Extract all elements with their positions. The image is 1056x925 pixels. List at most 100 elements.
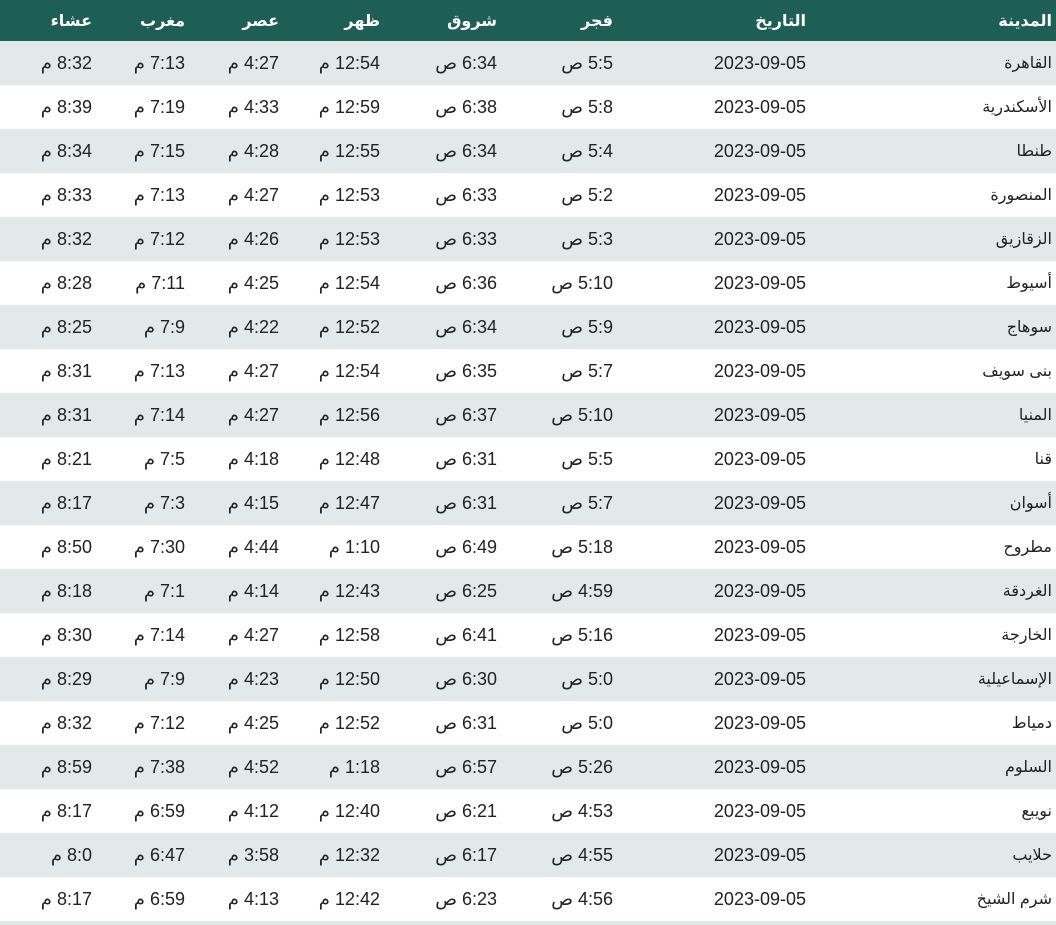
cell-isha: 8:34 م — [40, 140, 92, 161]
cell-fajr: 4:59 ص — [551, 580, 613, 601]
cell-dhuhr: 12:43 م — [318, 580, 380, 601]
cell-date: 2023-09-05 — [713, 228, 806, 249]
cell-city: المنيا — [1018, 407, 1052, 424]
cell-isha: 8:31 م — [40, 404, 92, 425]
table-row: بنى سويف 2023-09-05 5:7 ص 6:35 ص 12:54 م 4:27… — [0, 349, 1056, 393]
cell-date: 2023-09-05 — [713, 140, 806, 161]
table-row: القاهرة 2023-09-05 5:5 ص 6:34 ص 12:54 م 4:27 … — [0, 41, 1056, 85]
table-bottom-stripe — [0, 921, 1056, 925]
cell-asr: 4:52 م — [227, 756, 279, 777]
cell-maghrib: 7:14 م — [133, 624, 185, 645]
cell-date: 2023-09-05 — [713, 624, 806, 645]
cell-maghrib: 7:15 م — [133, 140, 185, 161]
cell-date: 2023-09-05 — [713, 888, 806, 909]
column-header-date: التاريخ — [755, 12, 806, 30]
column-header-asr: عصر — [242, 12, 279, 30]
cell-city: الزقازيق — [995, 231, 1052, 248]
cell-maghrib: 6:59 م — [133, 888, 185, 909]
column-header-maghrib: مغرب — [140, 12, 185, 30]
cell-city: دمياط — [1011, 715, 1052, 732]
cell-dhuhr: 12:52 م — [318, 316, 380, 337]
table-row: طنطا 2023-09-05 5:4 ص 6:34 ص 12:55 م 4:28 م 7:… — [0, 129, 1056, 173]
cell-shuruq: 6:23 ص — [435, 888, 497, 909]
cell-date: 2023-09-05 — [713, 272, 806, 293]
cell-date: 2023-09-05 — [713, 184, 806, 205]
cell-date: 2023-09-05 — [713, 800, 806, 821]
cell-dhuhr: 12:53 م — [318, 228, 380, 249]
cell-isha: 8:28 م — [40, 272, 92, 293]
cell-maghrib: 7:30 م — [133, 536, 185, 557]
cell-asr: 4:13 م — [227, 888, 279, 909]
cell-shuruq: 6:57 ص — [435, 756, 497, 777]
cell-maghrib: 7:1 م — [143, 580, 185, 601]
cell-fajr: 4:56 ص — [551, 888, 613, 909]
cell-city: مطروح — [1003, 539, 1052, 556]
cell-maghrib: 7:38 م — [133, 756, 185, 777]
cell-fajr: 5:16 ص — [551, 624, 613, 645]
cell-fajr: 5:4 ص — [561, 140, 613, 161]
cell-dhuhr: 12:56 م — [318, 404, 380, 425]
cell-isha: 8:59 م — [40, 756, 92, 777]
cell-fajr: 4:55 ص — [551, 844, 613, 865]
cell-maghrib: 7:13 م — [133, 52, 185, 73]
cell-city: الغردقة — [1002, 583, 1052, 600]
cell-maghrib: 6:47 م — [133, 844, 185, 865]
cell-asr: 4:23 م — [227, 668, 279, 689]
table-row: المنيا 2023-09-05 5:10 ص 6:37 ص 12:56 م 4:27 … — [0, 393, 1056, 437]
cell-date: 2023-09-05 — [713, 448, 806, 469]
cell-shuruq: 6:34 ص — [435, 316, 497, 337]
cell-fajr: 5:26 ص — [551, 756, 613, 777]
cell-isha: 8:25 م — [40, 316, 92, 337]
cell-fajr: 5:5 ص — [561, 52, 613, 73]
cell-asr: 4:22 م — [227, 316, 279, 337]
cell-dhuhr: 12:42 م — [318, 888, 380, 909]
table-row: أسوان 2023-09-05 5:7 ص 6:31 ص 12:47 م 4:15 م 7… — [0, 481, 1056, 525]
table-row: نويبع 2023-09-05 4:53 ص 6:21 ص 12:40 م 4:12 م… — [0, 789, 1056, 833]
cell-fajr: 4:53 ص — [551, 800, 613, 821]
cell-asr: 4:27 م — [227, 184, 279, 205]
cell-date: 2023-09-05 — [713, 712, 806, 733]
cell-city: الخارجة — [1001, 627, 1052, 644]
cell-fajr: 5:0 ص — [561, 712, 613, 733]
cell-date: 2023-09-05 — [713, 96, 806, 117]
column-header-fajr: فجر — [581, 12, 613, 30]
cell-dhuhr: 12:53 م — [318, 184, 380, 205]
cell-isha: 8:32 م — [40, 712, 92, 733]
cell-fajr: 5:7 ص — [561, 360, 613, 381]
cell-asr: 4:27 م — [227, 404, 279, 425]
cell-asr: 4:12 م — [227, 800, 279, 821]
cell-shuruq: 6:17 ص — [435, 844, 497, 865]
cell-dhuhr: 12:59 م — [318, 96, 380, 117]
cell-isha: 8:29 م — [40, 668, 92, 689]
cell-city: الإسماعيلية — [977, 671, 1052, 688]
cell-city: شرم الشيخ — [976, 891, 1052, 908]
cell-isha: 8:17 م — [40, 492, 92, 513]
cell-asr: 4:18 م — [227, 448, 279, 469]
cell-shuruq: 6:33 ص — [435, 184, 497, 205]
cell-date: 2023-09-05 — [713, 536, 806, 557]
cell-dhuhr: 1:18 م — [328, 756, 380, 777]
cell-isha: 8:30 م — [40, 624, 92, 645]
cell-fajr: 5:7 ص — [561, 492, 613, 513]
cell-maghrib: 7:5 م — [143, 448, 185, 469]
table-body: القاهرة 2023-09-05 5:5 ص 6:34 ص 12:54 م 4:27 … — [0, 41, 1056, 921]
cell-shuruq: 6:34 ص — [435, 52, 497, 73]
cell-maghrib: 7:9 م — [143, 316, 185, 337]
cell-isha: 8:17 م — [40, 800, 92, 821]
cell-maghrib: 7:11 م — [135, 272, 185, 293]
column-header-isha: عشاء — [50, 12, 92, 30]
cell-fajr: 5:9 ص — [561, 316, 613, 337]
cell-asr: 3:58 م — [227, 844, 279, 865]
cell-fajr: 5:10 ص — [551, 272, 613, 293]
cell-asr: 4:27 م — [227, 624, 279, 645]
cell-city: حلايب — [1012, 847, 1052, 864]
cell-dhuhr: 12:32 م — [318, 844, 380, 865]
cell-dhuhr: 12:58 م — [318, 624, 380, 645]
cell-date: 2023-09-05 — [713, 316, 806, 337]
cell-fajr: 5:8 ص — [561, 96, 613, 117]
cell-city: بنى سويف — [982, 363, 1052, 380]
cell-city: القاهرة — [1004, 55, 1052, 72]
cell-shuruq: 6:25 ص — [435, 580, 497, 601]
cell-date: 2023-09-05 — [713, 668, 806, 689]
cell-isha: 8:33 م — [40, 184, 92, 205]
